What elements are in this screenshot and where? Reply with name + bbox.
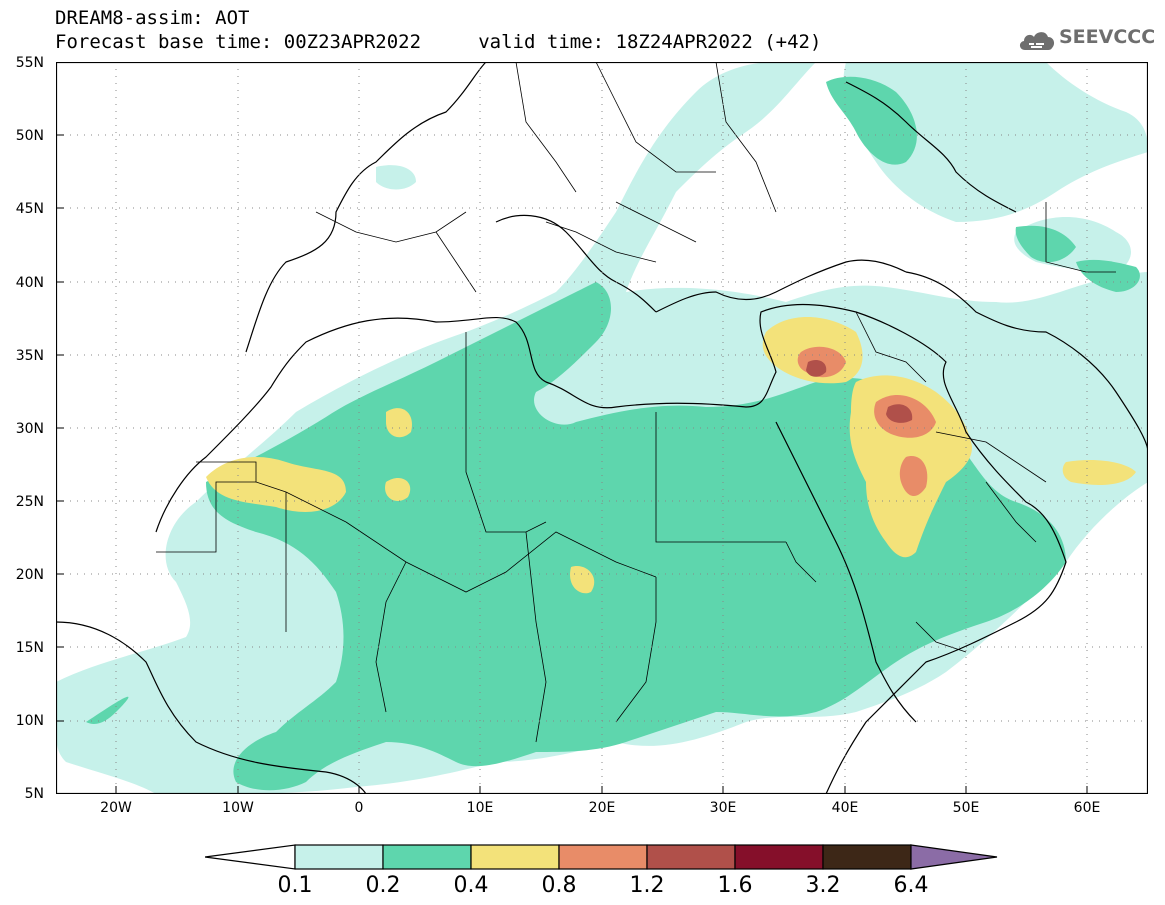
lon-label-40e: 40E	[831, 800, 859, 816]
lat-label-5n: 5N	[24, 786, 44, 802]
country-borders	[156, 62, 1116, 743]
cloud-icon	[1019, 32, 1055, 50]
seevccc-logo: SEEVCCC	[1017, 26, 1156, 52]
colorbar-bin-2	[382, 844, 472, 870]
coastlines	[56, 62, 1148, 794]
colorbar-label-0.4: 0.4	[453, 873, 489, 898]
colorbar-bin-4	[558, 844, 648, 870]
lat-label-45n: 45N	[15, 201, 44, 217]
colorbar-bin-5	[646, 844, 736, 870]
colorbar-label-3.2: 3.2	[805, 873, 841, 898]
colorbar-bin-1	[294, 844, 384, 870]
chart-title: DREAM8-assim: AOT	[55, 7, 250, 29]
lon-label-10w: 10W	[222, 800, 254, 816]
colorbar-label-0.2: 0.2	[365, 873, 401, 898]
lon-label-20w: 20W	[100, 800, 132, 816]
colorbar-bin-6	[734, 844, 824, 870]
lat-label-35n: 35N	[15, 348, 44, 364]
colorbar-low-arrow	[205, 844, 296, 870]
colorbar-label-0.1: 0.1	[277, 873, 313, 898]
lat-label-55n: 55N	[15, 55, 44, 71]
aot-level-0.2	[86, 76, 1140, 791]
colorbar-high-arrow	[910, 844, 998, 870]
lon-label-30e: 30E	[709, 800, 737, 816]
lat-label-20n: 20N	[15, 567, 44, 583]
lat-label-15n: 15N	[15, 640, 44, 656]
lon-label-20e: 20E	[588, 800, 616, 816]
aot-map	[56, 62, 1148, 794]
colorbar-label-1.2: 1.2	[629, 873, 665, 898]
lon-label-50e: 50E	[952, 800, 980, 816]
colorbar	[205, 844, 998, 870]
logo-text: SEEVCCC	[1059, 26, 1156, 48]
lon-label-60e: 60E	[1073, 800, 1101, 816]
lat-label-40n: 40N	[15, 275, 44, 291]
lat-label-25n: 25N	[15, 494, 44, 510]
lat-label-50n: 50N	[15, 128, 44, 144]
colorbar-label-6.4: 6.4	[893, 873, 929, 898]
colorbar-label-0.8: 0.8	[541, 873, 577, 898]
graticule	[56, 62, 1148, 794]
lon-label-10e: 10E	[466, 800, 494, 816]
lat-label-30n: 30N	[15, 421, 44, 437]
aot-level-1.2	[806, 360, 913, 423]
colorbar-bin-7	[822, 844, 912, 870]
forecast-time-line: Forecast base time: 00Z23APR2022 valid t…	[55, 31, 822, 53]
colorbar-bin-3	[470, 844, 560, 870]
lon-label-0: 0	[354, 800, 364, 816]
lat-label-10n: 10N	[15, 713, 44, 729]
axis-ticks	[56, 134, 1088, 794]
colorbar-label-1.6: 1.6	[717, 873, 753, 898]
